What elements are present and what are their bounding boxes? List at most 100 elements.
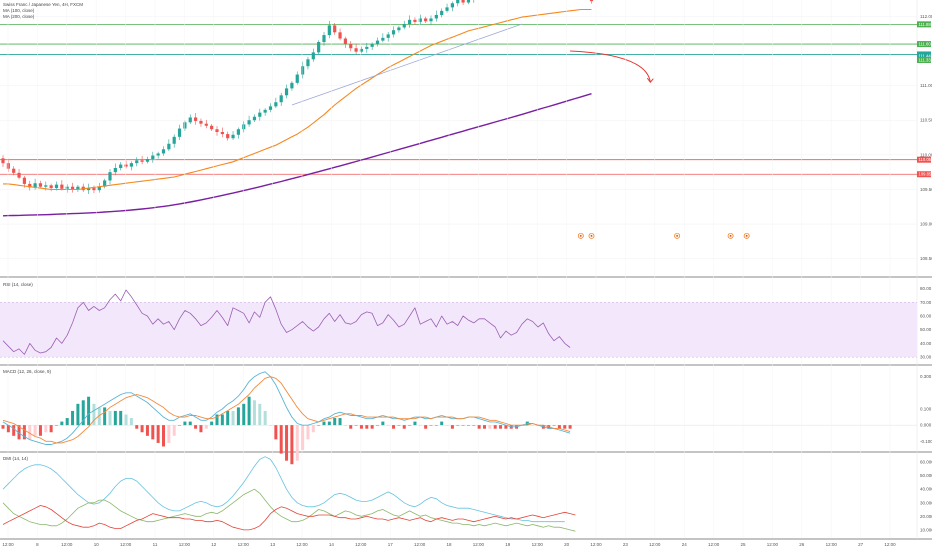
candle-body [7,163,10,169]
level-price-tag-text: 110.053 [919,157,932,162]
dmi-tick-label: 30.0000 [920,500,932,505]
macd-histogram-bar [280,425,283,453]
macd-tick-label: 0.100 [920,407,932,412]
ma200-legend: MA (200, close) [3,14,83,20]
chart-legend: Swiss Franc / Japanese Yen, 4H, FXCM MA … [3,2,83,20]
macd-histogram-bar [183,422,186,426]
macd-histogram-bar [381,422,384,426]
macd-histogram-bar [478,425,481,429]
macd-histogram-bar [253,400,256,425]
time-tick-label: 20 [564,542,570,547]
candle-body [17,173,20,178]
time-tick-label: 12:00 [414,542,426,547]
candle-body [237,129,240,135]
candle-body [12,169,15,173]
macd-histogram-bar [189,422,192,426]
macd-histogram-bar [290,425,293,464]
candle-body [242,124,245,129]
macd-histogram-bar [296,425,299,461]
macd-histogram-bar [66,418,69,425]
macd-histogram-bar [248,397,251,425]
candle-body [440,11,443,15]
time-tick-label: 23 [623,542,629,547]
candle-body [119,165,122,168]
macd-histogram-bar [103,407,106,425]
candle-body [1,158,4,163]
time-tick-label: 25 [740,542,746,547]
candle-body [141,160,144,161]
candle-body [210,126,213,129]
candle-body [301,66,304,74]
macd-histogram-bar [462,425,465,426]
candle-body [23,178,26,184]
macd-histogram-bar [371,425,374,429]
macd-histogram-bar [146,425,149,436]
macd-histogram-bar [531,425,534,426]
last-price-tag-text: 111.332 [919,58,932,63]
macd-histogram-bar [553,425,556,426]
rsi-band [0,302,917,357]
macd-histogram-bar [339,418,342,425]
candle-body [312,52,315,59]
time-tick-label: 12:00 [238,542,250,547]
time-tick-label: 19 [505,542,511,547]
level-price-tag-text: 111.885 [919,22,932,27]
time-tick-label: 14 [329,542,335,547]
candle-body [44,185,47,186]
candle-body [92,188,95,190]
rsi-legend: RSI (14, close) [3,282,33,288]
macd-histogram-bar [392,425,395,429]
candle-body [360,49,363,52]
macd-histogram-bar [494,425,497,429]
candle-body [317,42,320,52]
macd-histogram-bar [258,404,261,425]
candle-body [403,24,406,27]
price-tick-label: 109.500 [920,187,932,192]
candle-body [285,88,288,95]
macd-histogram-bar [178,425,181,426]
candle-body [355,48,358,51]
macd-histogram-bar [55,425,58,426]
price-tick-label: 112.000 [920,14,932,19]
macd-histogram-bar [403,425,406,429]
candle-body [264,110,267,113]
candle-body [467,0,470,3]
candle-body [328,25,331,35]
candle-body [135,160,138,163]
candle-body [151,156,154,159]
time-tick-label: 10 [94,542,100,547]
macd-histogram-bar [162,425,165,446]
time-tick-label: 12 [211,542,217,547]
economic-event-dot [676,235,678,237]
macd-histogram-bar [430,425,433,426]
macd-histogram-bar [269,425,272,426]
price-tick-label: 110.500 [920,118,932,123]
candle-body [462,0,465,3]
time-tick-label: 26 [799,542,805,547]
candle-body [221,132,224,134]
candle-body [205,124,208,126]
candle-body [248,120,251,124]
time-tick-label: 12:00 [120,542,132,547]
candle-body [50,185,53,188]
macd-histogram-bar [451,425,454,429]
candle-body [280,95,283,102]
macd-histogram-bar [242,404,245,425]
dmi-tick-label: 40.0000 [920,487,932,492]
candle-body [419,18,422,21]
macd-histogram-bar [237,407,240,425]
candle-body [590,0,593,1]
macd-histogram-bar [569,425,572,429]
macd-histogram-bar [135,425,138,429]
dmi-tick-label: 60.0000 [920,460,932,465]
candle-body [55,185,58,188]
macd-histogram-bar [205,425,208,429]
macd-histogram-bar [333,418,336,425]
macd-histogram-bar [151,425,154,439]
macd-histogram-bar [312,425,315,432]
macd-histogram-bar [467,425,470,426]
candle-body [424,18,427,21]
